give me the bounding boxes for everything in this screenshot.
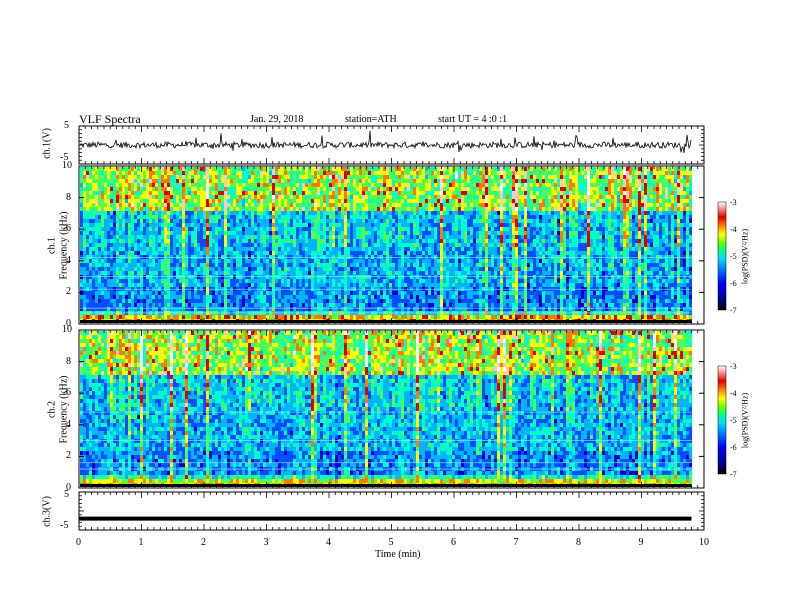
freq-tick-label: 2 xyxy=(66,450,71,462)
colorbar-tick-label: -4 xyxy=(730,225,737,234)
ch3-waveform-ticks xyxy=(79,491,704,531)
start-time-label: start UT = 4 :0 :1 xyxy=(438,114,508,125)
ch3-ytick-min: -5 xyxy=(60,520,69,531)
ch3-waveform-panel xyxy=(78,491,705,531)
freq-tick-label: 4 xyxy=(66,254,71,266)
freq-tick-label: 4 xyxy=(66,418,71,430)
x-tick-label: 1 xyxy=(138,537,144,548)
x-tick-label: 2 xyxy=(201,537,206,548)
ch1-colorbar xyxy=(717,201,727,311)
ch3-ytick-max: 5 xyxy=(64,489,69,500)
ch2-spectrogram-ylabel-line2: Frequency (kHz) xyxy=(58,375,70,444)
freq-tick-label: 10 xyxy=(62,160,72,171)
freq-tick-label: 0 xyxy=(66,482,71,493)
ch1-waveform-panel xyxy=(78,125,705,165)
x-tick-label: 7 xyxy=(513,537,519,548)
ch1-spectrogram-ylabel-line1: ch.1 xyxy=(46,237,58,254)
ch1-ytick-min: -5 xyxy=(60,152,69,163)
ch2-spectrogram-panel xyxy=(78,329,705,489)
freq-tick-label: 8 xyxy=(66,355,71,367)
ch1-waveform-ticks xyxy=(79,125,704,165)
colorbar-tick-label: -6 xyxy=(730,279,737,288)
x-tick-label: 10 xyxy=(699,537,709,548)
x-tick-label: 9 xyxy=(638,537,644,548)
chart-title: VLF Spectra xyxy=(79,112,141,126)
ch2-colorbar-label: log(PSD)(V²/Hz) xyxy=(740,392,750,449)
colorbar-tick-label: -4 xyxy=(730,389,737,398)
colorbar-tick-label: -7 xyxy=(730,470,737,479)
x-tick-label: 4 xyxy=(326,537,331,548)
x-tick-label: 6 xyxy=(451,537,456,548)
colorbar-tick-label: -6 xyxy=(730,443,737,452)
x-axis-ticks xyxy=(78,126,705,530)
colorbar-tick-label: -5 xyxy=(730,416,737,425)
ch1-waveform-trace xyxy=(79,130,692,153)
freq-tick-label: 8 xyxy=(66,191,71,203)
ch1-ytick-max: 5 xyxy=(64,120,69,131)
freq-tick-label: 10 xyxy=(62,324,72,335)
freq-tick-label: 6 xyxy=(66,387,71,399)
colorbar-tick-label: -3 xyxy=(730,362,737,371)
ch1-spectrogram-image xyxy=(80,167,692,323)
colorbar-tick-label: -7 xyxy=(730,306,737,315)
colorbar-tick-label: -3 xyxy=(730,198,737,207)
ch1-colorbar-label: log(PSD)(V²/Hz) xyxy=(740,228,750,285)
ch1-spectrogram-ylabel-line2: Frequency (kHz) xyxy=(58,211,70,280)
ch2-spectrogram-ylabel-line1: ch.2 xyxy=(46,401,58,418)
ch2-colorbar xyxy=(717,365,727,475)
station-label: station=ATH xyxy=(345,114,397,125)
colorbar-tick-label: -5 xyxy=(730,252,737,261)
ch3-waveform-ylabel: ch.3(V) xyxy=(41,496,53,527)
freq-tick-label: 6 xyxy=(66,223,71,235)
ch2-spectrogram-ticks xyxy=(79,329,704,489)
date-label: Jan. 29, 2018 xyxy=(250,114,304,125)
x-tick-label: 3 xyxy=(263,537,269,548)
x-tick-label: 0 xyxy=(76,537,81,548)
freq-tick-label: 0 xyxy=(66,318,71,329)
x-axis-label: Time (min) xyxy=(375,549,421,560)
freq-tick-label: 2 xyxy=(66,286,71,298)
ch1-waveform-ylabel: ch.1(V) xyxy=(41,128,53,159)
ch1-spectrogram-panel xyxy=(78,165,705,325)
ch1-spectrogram-ticks xyxy=(79,165,704,325)
x-tick-label: 8 xyxy=(576,537,581,548)
x-tick-label: 5 xyxy=(388,537,394,548)
ch2-spectrogram-image xyxy=(80,331,692,487)
